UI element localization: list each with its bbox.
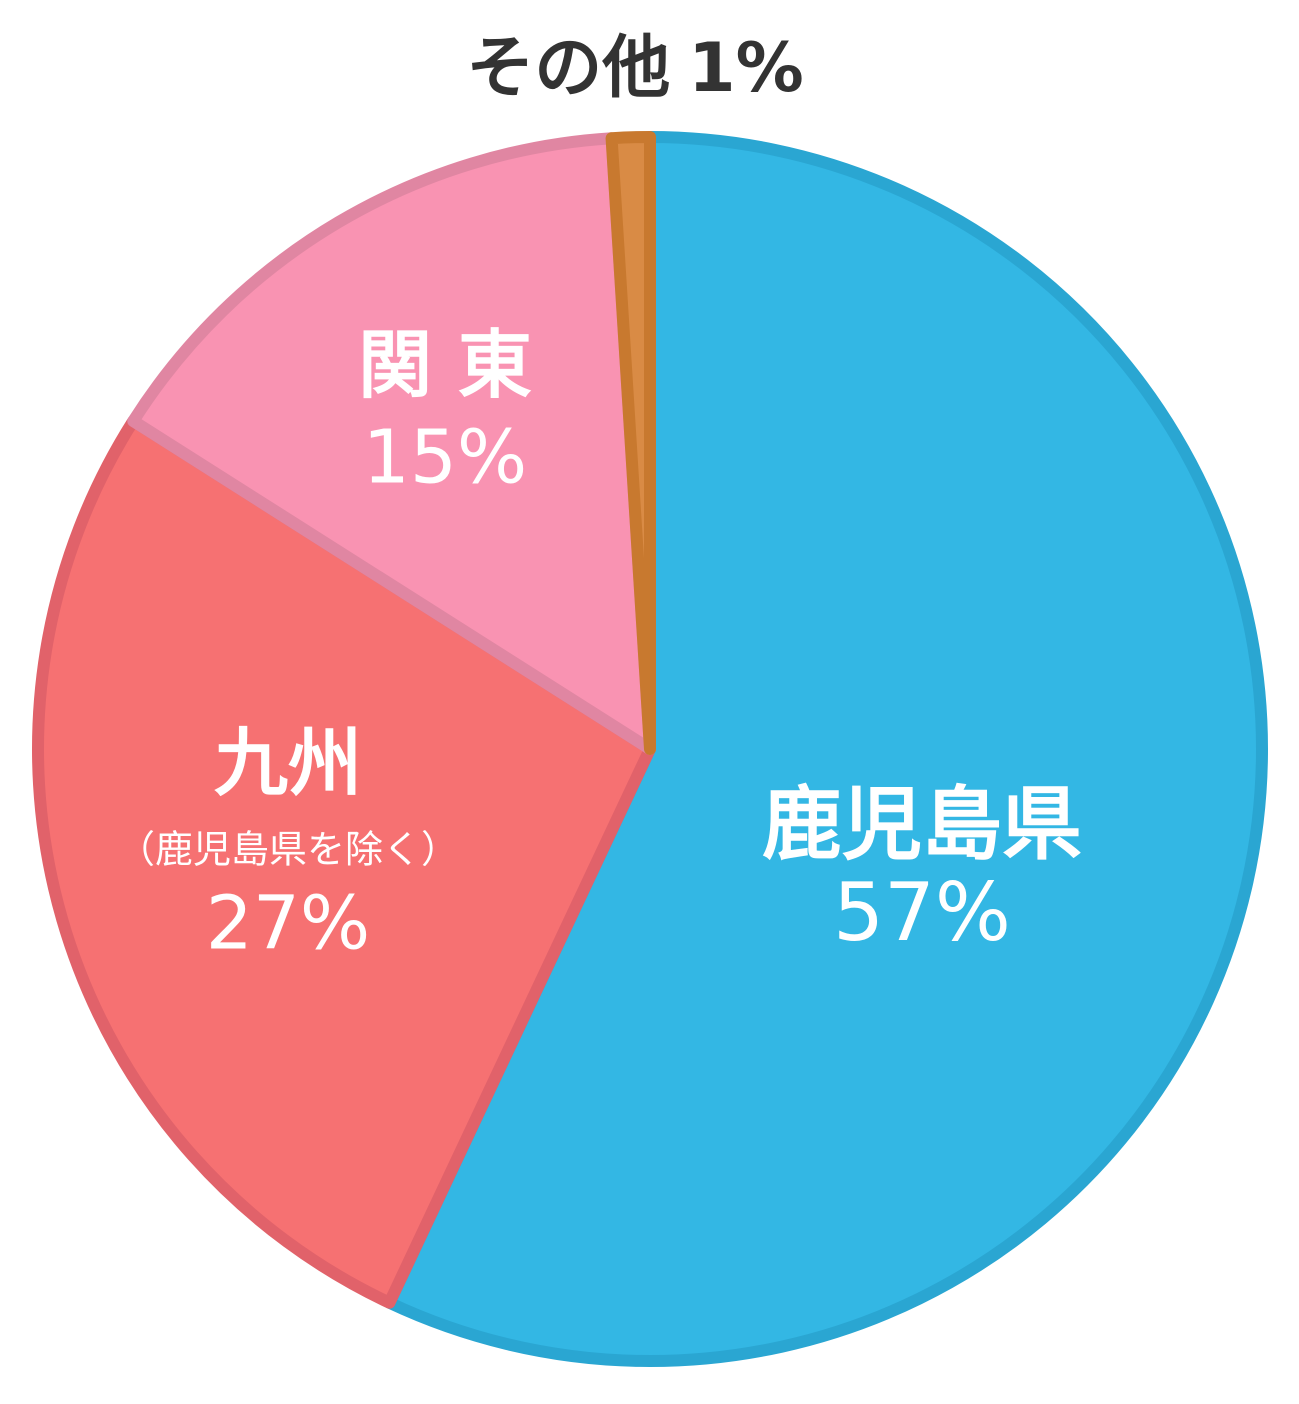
- value-label: 57%: [833, 866, 1011, 959]
- slice-label: 九州: [214, 721, 362, 807]
- slice-label: 関 東: [358, 323, 532, 409]
- value-label: 1%: [688, 29, 803, 108]
- pie-slice: [127, 132, 656, 755]
- value-label: 27%: [206, 881, 370, 967]
- pie-slice: [605, 131, 656, 755]
- value-label: 15%: [363, 415, 527, 501]
- outside-label: その他 1%: [466, 29, 803, 108]
- slice-label: 鹿児島県: [762, 778, 1082, 871]
- pie-slice: [383, 131, 1269, 1367]
- slice-label: その他: [466, 29, 670, 108]
- pie-slice: [32, 415, 656, 1309]
- slice-sublabel: （鹿児島県を除く）: [117, 828, 459, 872]
